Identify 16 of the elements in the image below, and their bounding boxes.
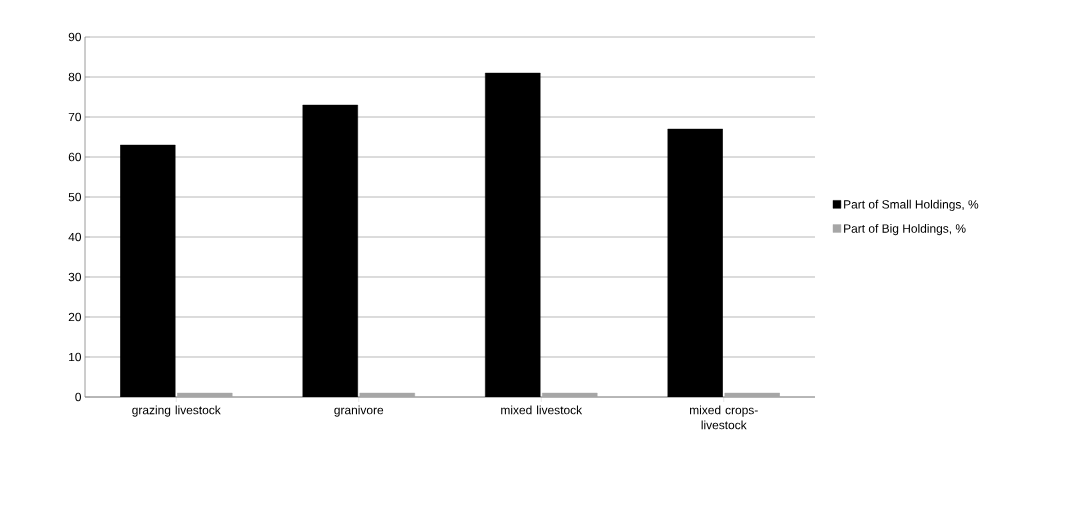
y-tick-label: 50 xyxy=(68,192,82,202)
y-tick-label: 0 xyxy=(75,392,82,402)
y-tick-label: 20 xyxy=(68,312,82,322)
x-tick-label: granivore xyxy=(334,405,384,417)
y-tick-label: 80 xyxy=(68,72,82,82)
x-tick-label: grazing livestock xyxy=(132,405,221,417)
x-tick-label: mixed crops-livestock xyxy=(690,405,758,430)
x-tick-label: mixed livestock xyxy=(501,405,583,415)
y-tick-label: 10 xyxy=(69,352,82,362)
legend-label: Part of Small Holdings, % xyxy=(844,199,979,211)
y-tick-label: 70 xyxy=(68,112,82,122)
y-tick-label: 30 xyxy=(68,272,82,282)
y-tick-label: 40 xyxy=(68,232,82,242)
y-tick-label: 90 xyxy=(68,32,82,42)
legend-label: Part of Big Holdings, % xyxy=(844,224,966,236)
y-tick-label: 60 xyxy=(68,152,82,162)
